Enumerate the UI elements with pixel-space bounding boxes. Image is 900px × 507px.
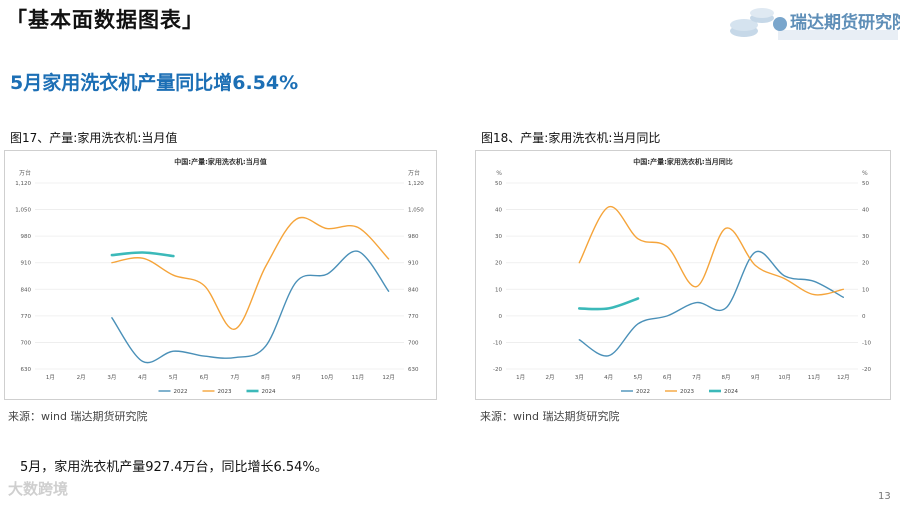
legend-label-2023: 2023	[218, 389, 232, 395]
figure-18-caption: 图18、产量:家用洗衣机:当月同比	[481, 131, 661, 145]
brand-logo	[730, 8, 898, 40]
legend-label-2024: 2024	[262, 389, 276, 395]
series-line-2023	[111, 216, 390, 330]
x-tick-label: 8月	[722, 374, 731, 381]
x-tick-label: 2月	[77, 374, 86, 381]
y-unit-right: %	[862, 170, 868, 177]
y-tick-label-left: -20	[493, 367, 502, 373]
figure-17-source: 来源：wind 瑞达期货研究院	[8, 410, 148, 423]
y-tick-label-right: 40	[862, 208, 869, 214]
x-tick-label: 3月	[107, 374, 116, 381]
series-line-2023	[578, 206, 844, 296]
page-number: 13	[878, 491, 891, 502]
y-tick-label-left: 40	[495, 208, 502, 214]
x-tick-label: 1月	[516, 374, 525, 381]
summary-text: 5月，家用洗衣机产量927.4万台，同比增长6.54%。	[20, 460, 328, 475]
y-tick-label-right: 10	[862, 287, 869, 293]
legend-label-2023: 2023	[680, 389, 694, 395]
y-tick-label-right: 30	[862, 234, 869, 240]
x-tick-label: 4月	[604, 374, 613, 381]
y-tick-label-left: 10	[495, 287, 502, 293]
y-tick-label-left: 770	[21, 314, 32, 320]
y-tick-label-left: 840	[21, 287, 32, 293]
y-tick-label-right: 630	[408, 367, 419, 373]
watermark: 大数跨境	[8, 480, 69, 498]
x-tick-label: 3月	[575, 374, 584, 381]
figure-17-caption: 图17、产量:家用洗衣机:当月值	[10, 131, 178, 145]
x-tick-label: 7月	[230, 374, 239, 381]
y-tick-label-left: 630	[21, 367, 32, 373]
legend-label-2024: 2024	[724, 389, 738, 395]
chart-box-18: 中国:产量:家用洗衣机:当月同比%% -20 -20 -10 -10 0 0 10 10 20 20…	[475, 150, 891, 400]
x-tick-label: 10月	[321, 374, 334, 381]
chart-title: 中国:产量:家用洗衣机:当月值	[174, 157, 266, 166]
y-tick-label-left: 700	[21, 340, 32, 346]
coin-icon	[750, 8, 774, 18]
x-tick-label: 9月	[751, 374, 760, 381]
x-tick-label: 4月	[138, 374, 147, 381]
y-tick-label-left: -10	[493, 340, 502, 346]
chart-box-17: 中国:产量:家用洗衣机:当月值万台 万台 630 630 700 700 770 770 840…	[4, 150, 437, 400]
series-line-2024	[578, 297, 640, 311]
y-tick-label-right: 50	[862, 181, 869, 187]
x-tick-label: 5月	[169, 374, 178, 381]
y-tick-label-right: 700	[408, 340, 419, 346]
series-line-2024	[110, 251, 175, 258]
y-tick-label-left: 1,050	[15, 208, 31, 214]
y-tick-label-right: 1,050	[408, 208, 424, 214]
x-tick-label: 2月	[546, 374, 555, 381]
x-tick-label: 12月	[837, 374, 850, 381]
coin-icon	[730, 19, 758, 31]
y-tick-label-left: 50	[495, 181, 502, 187]
brand-name: 瑞达期货研究院	[790, 13, 900, 33]
x-tick-label: 6月	[200, 374, 209, 381]
section-title: 「基本面数据图表」	[6, 8, 204, 32]
y-tick-label-right: -10	[862, 340, 871, 346]
x-tick-label: 10月	[778, 374, 791, 381]
series-line-2022	[578, 250, 844, 357]
x-tick-label: 7月	[692, 374, 701, 381]
x-tick-label: 12月	[382, 374, 395, 381]
series-line-2022	[111, 250, 390, 364]
y-tick-label-left: 0	[499, 314, 503, 320]
x-tick-label: 8月	[261, 374, 270, 381]
y-unit-left: %	[496, 170, 502, 177]
x-tick-label: 1月	[46, 374, 55, 381]
x-tick-label: 9月	[292, 374, 301, 381]
y-tick-label-right: 1,120	[408, 181, 424, 187]
y-unit-left: 万台	[19, 169, 31, 177]
x-tick-label: 11月	[808, 374, 821, 381]
y-tick-label-left: 1,120	[15, 181, 31, 187]
y-tick-label-right: 980	[408, 234, 419, 240]
x-tick-label: 5月	[634, 374, 643, 381]
y-tick-label-left: 980	[21, 234, 32, 240]
figure-18-source: 来源：wind 瑞达期货研究院	[480, 410, 620, 423]
legend-label-2022: 2022	[636, 389, 650, 395]
y-tick-label-right: 0	[862, 314, 866, 320]
y-tick-label-right: -20	[862, 367, 871, 373]
chart-18-yoy: 中国:产量:家用洗衣机:当月同比% % -20 -20 -10 -10 0 0 10 10 20 20…	[493, 157, 871, 395]
brand-underline	[778, 30, 898, 40]
x-tick-label: 11月	[352, 374, 365, 381]
y-tick-label-left: 910	[21, 261, 32, 267]
x-tick-label: 6月	[663, 374, 672, 381]
y-tick-label-right: 840	[408, 287, 419, 293]
brand-mark-icon	[773, 17, 787, 31]
y-tick-label-left: 20	[495, 261, 502, 267]
headline: 5月家用洗衣机产量同比增6.54%	[10, 72, 299, 94]
legend-label-2022: 2022	[174, 389, 188, 395]
chart-title: 中国:产量:家用洗衣机:当月同比	[633, 157, 732, 166]
y-unit-right: 万台	[408, 169, 420, 177]
y-tick-label-right: 910	[408, 261, 419, 267]
y-tick-label-right: 770	[408, 314, 419, 320]
y-tick-label-left: 30	[495, 234, 502, 240]
y-tick-label-right: 20	[862, 261, 869, 267]
